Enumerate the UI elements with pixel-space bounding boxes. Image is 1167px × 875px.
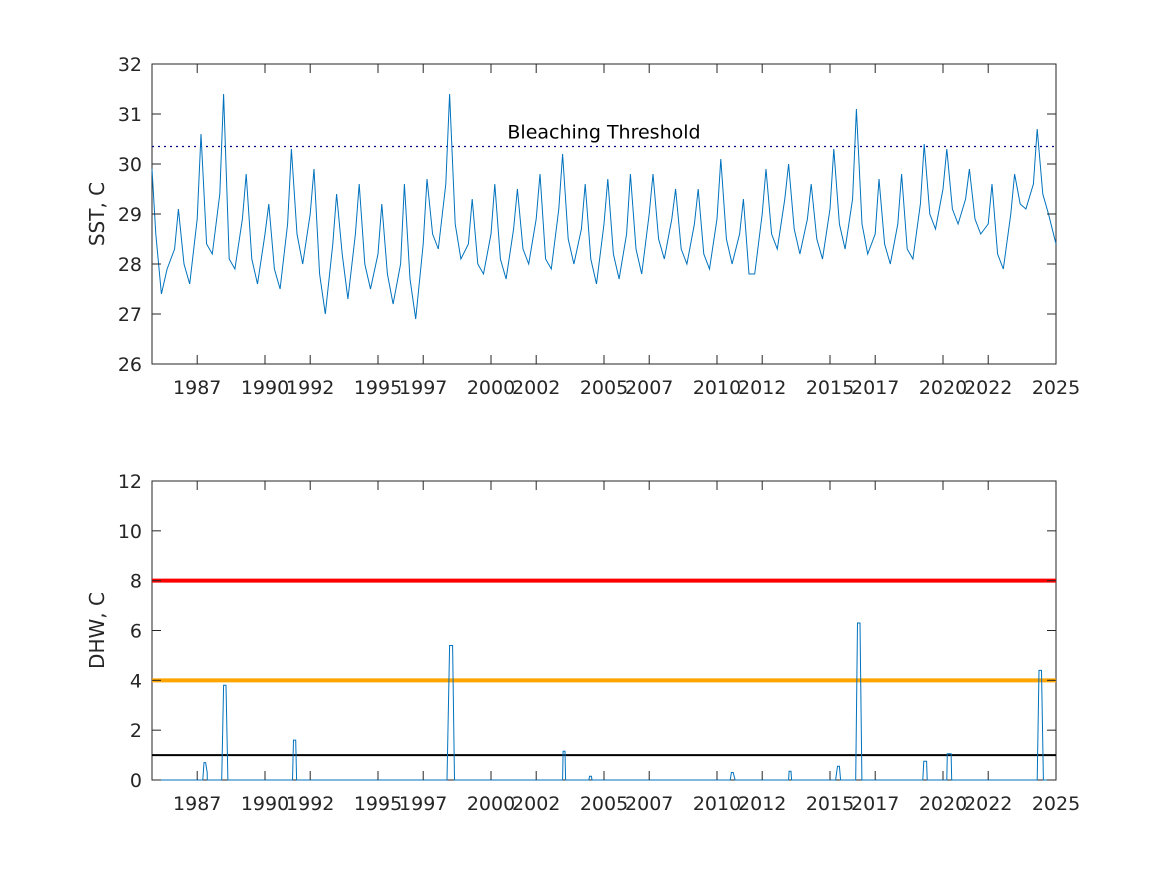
dhw-y-ticks: 0 2 4 6 8 10 12 bbox=[118, 471, 1056, 792]
y-tick-label: 0 bbox=[130, 770, 142, 792]
y-tick-label: 12 bbox=[118, 471, 142, 493]
y-tick-label: 26 bbox=[118, 354, 142, 376]
x-tick-label: 2017 bbox=[851, 377, 899, 399]
x-tick-label: 1987 bbox=[173, 793, 221, 815]
x-tick-label: 2025 bbox=[1032, 793, 1080, 815]
x-tick-label: 2015 bbox=[806, 793, 854, 815]
x-tick-label: 1997 bbox=[399, 377, 447, 399]
x-tick-label: 2002 bbox=[512, 793, 560, 815]
bleaching-threshold-label: Bleaching Threshold bbox=[507, 122, 700, 144]
x-tick-label: 2020 bbox=[919, 793, 967, 815]
x-tick-label: 2025 bbox=[1032, 377, 1080, 399]
x-tick-label: 2007 bbox=[625, 793, 673, 815]
x-tick-label: 2012 bbox=[738, 377, 786, 399]
x-tick-label: 1995 bbox=[354, 793, 402, 815]
y-tick-label: 10 bbox=[118, 521, 142, 543]
x-tick-label: 2012 bbox=[738, 793, 786, 815]
dhw-reference-lines bbox=[152, 578, 1056, 757]
x-tick-label: 1990 bbox=[241, 377, 289, 399]
x-tick-label: 2005 bbox=[580, 793, 628, 815]
y-tick-label: 8 bbox=[130, 571, 142, 593]
sst-y-ticks: 26 27 28 29 30 31 32 bbox=[118, 54, 1056, 376]
sst-series-line bbox=[151, 93, 1057, 320]
y-tick-label: 6 bbox=[130, 621, 142, 643]
x-tick-label: 1997 bbox=[399, 793, 447, 815]
x-tick-label: 1992 bbox=[286, 377, 334, 399]
x-tick-label: 2002 bbox=[512, 377, 560, 399]
dhw-plot-area bbox=[151, 480, 1057, 781]
sst-plot-area bbox=[151, 63, 1057, 365]
x-tick-label: 2022 bbox=[964, 793, 1012, 815]
y-tick-label: 30 bbox=[118, 154, 142, 176]
y-tick-label: 28 bbox=[118, 254, 142, 276]
dhw-series-line bbox=[152, 622, 1056, 781]
y-tick-label: 29 bbox=[118, 204, 142, 226]
x-tick-label: 1992 bbox=[286, 793, 334, 815]
x-tick-label: 2005 bbox=[580, 377, 628, 399]
x-tick-label: 2015 bbox=[806, 377, 854, 399]
dhw-y-axis-label: DHW, C bbox=[85, 592, 109, 669]
x-tick-label: 2007 bbox=[625, 377, 673, 399]
y-tick-label: 4 bbox=[130, 670, 142, 692]
x-tick-label: 2020 bbox=[919, 377, 967, 399]
x-tick-label: 2010 bbox=[693, 377, 741, 399]
x-tick-label: 1990 bbox=[241, 793, 289, 815]
x-tick-label: 2000 bbox=[467, 377, 515, 399]
x-tick-label: 2000 bbox=[467, 793, 515, 815]
y-tick-label: 2 bbox=[130, 720, 142, 742]
sst-y-axis-label: SST, C bbox=[85, 182, 109, 246]
x-tick-label: 2022 bbox=[964, 377, 1012, 399]
y-tick-label: 27 bbox=[118, 304, 142, 326]
x-tick-label: 1987 bbox=[173, 377, 221, 399]
y-tick-label: 31 bbox=[118, 104, 142, 126]
x-tick-label: 2010 bbox=[693, 793, 741, 815]
x-tick-label: 2017 bbox=[851, 793, 899, 815]
x-tick-label: 1995 bbox=[354, 377, 402, 399]
y-tick-label: 32 bbox=[118, 54, 142, 76]
